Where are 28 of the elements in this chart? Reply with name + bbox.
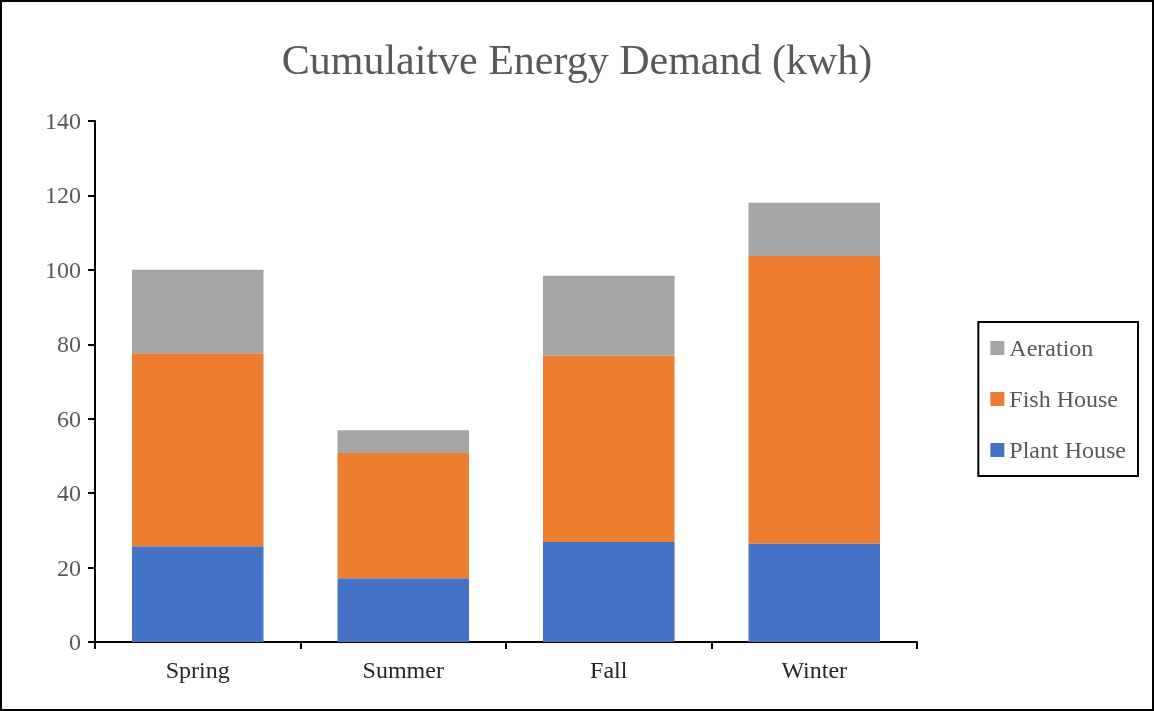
bar [542, 275, 675, 356]
legend-label: Aeration [1009, 335, 1094, 361]
y-tick-label: 40 [57, 480, 81, 507]
x-tick-label: Summer [362, 657, 444, 683]
y-tick-label: 60 [57, 405, 81, 432]
bar [748, 256, 881, 544]
legend-label: Plant House [1009, 437, 1127, 463]
bar [748, 202, 881, 257]
bar [748, 543, 881, 642]
bar [337, 452, 470, 579]
y-tick-label: 20 [57, 554, 81, 581]
y-tick-label: 140 [45, 108, 81, 134]
chart-title: Cumulaitve Energy Demand (kwh) [281, 37, 873, 84]
bar [337, 430, 470, 453]
x-tick-label: Winter [781, 657, 848, 683]
x-tick-label: Fall [590, 657, 628, 683]
bar [337, 578, 470, 642]
y-tick-label: 0 [69, 629, 81, 655]
y-tick-label: 80 [57, 331, 81, 358]
x-tick-label: Spring [165, 657, 230, 683]
bar [131, 353, 264, 547]
bar [131, 546, 264, 642]
legend-label: Fish House [1009, 386, 1119, 412]
bar [131, 269, 264, 354]
bar [542, 541, 675, 642]
y-tick-label: 120 [45, 182, 81, 209]
bar [542, 355, 675, 542]
y-tick-label: 100 [45, 256, 81, 283]
